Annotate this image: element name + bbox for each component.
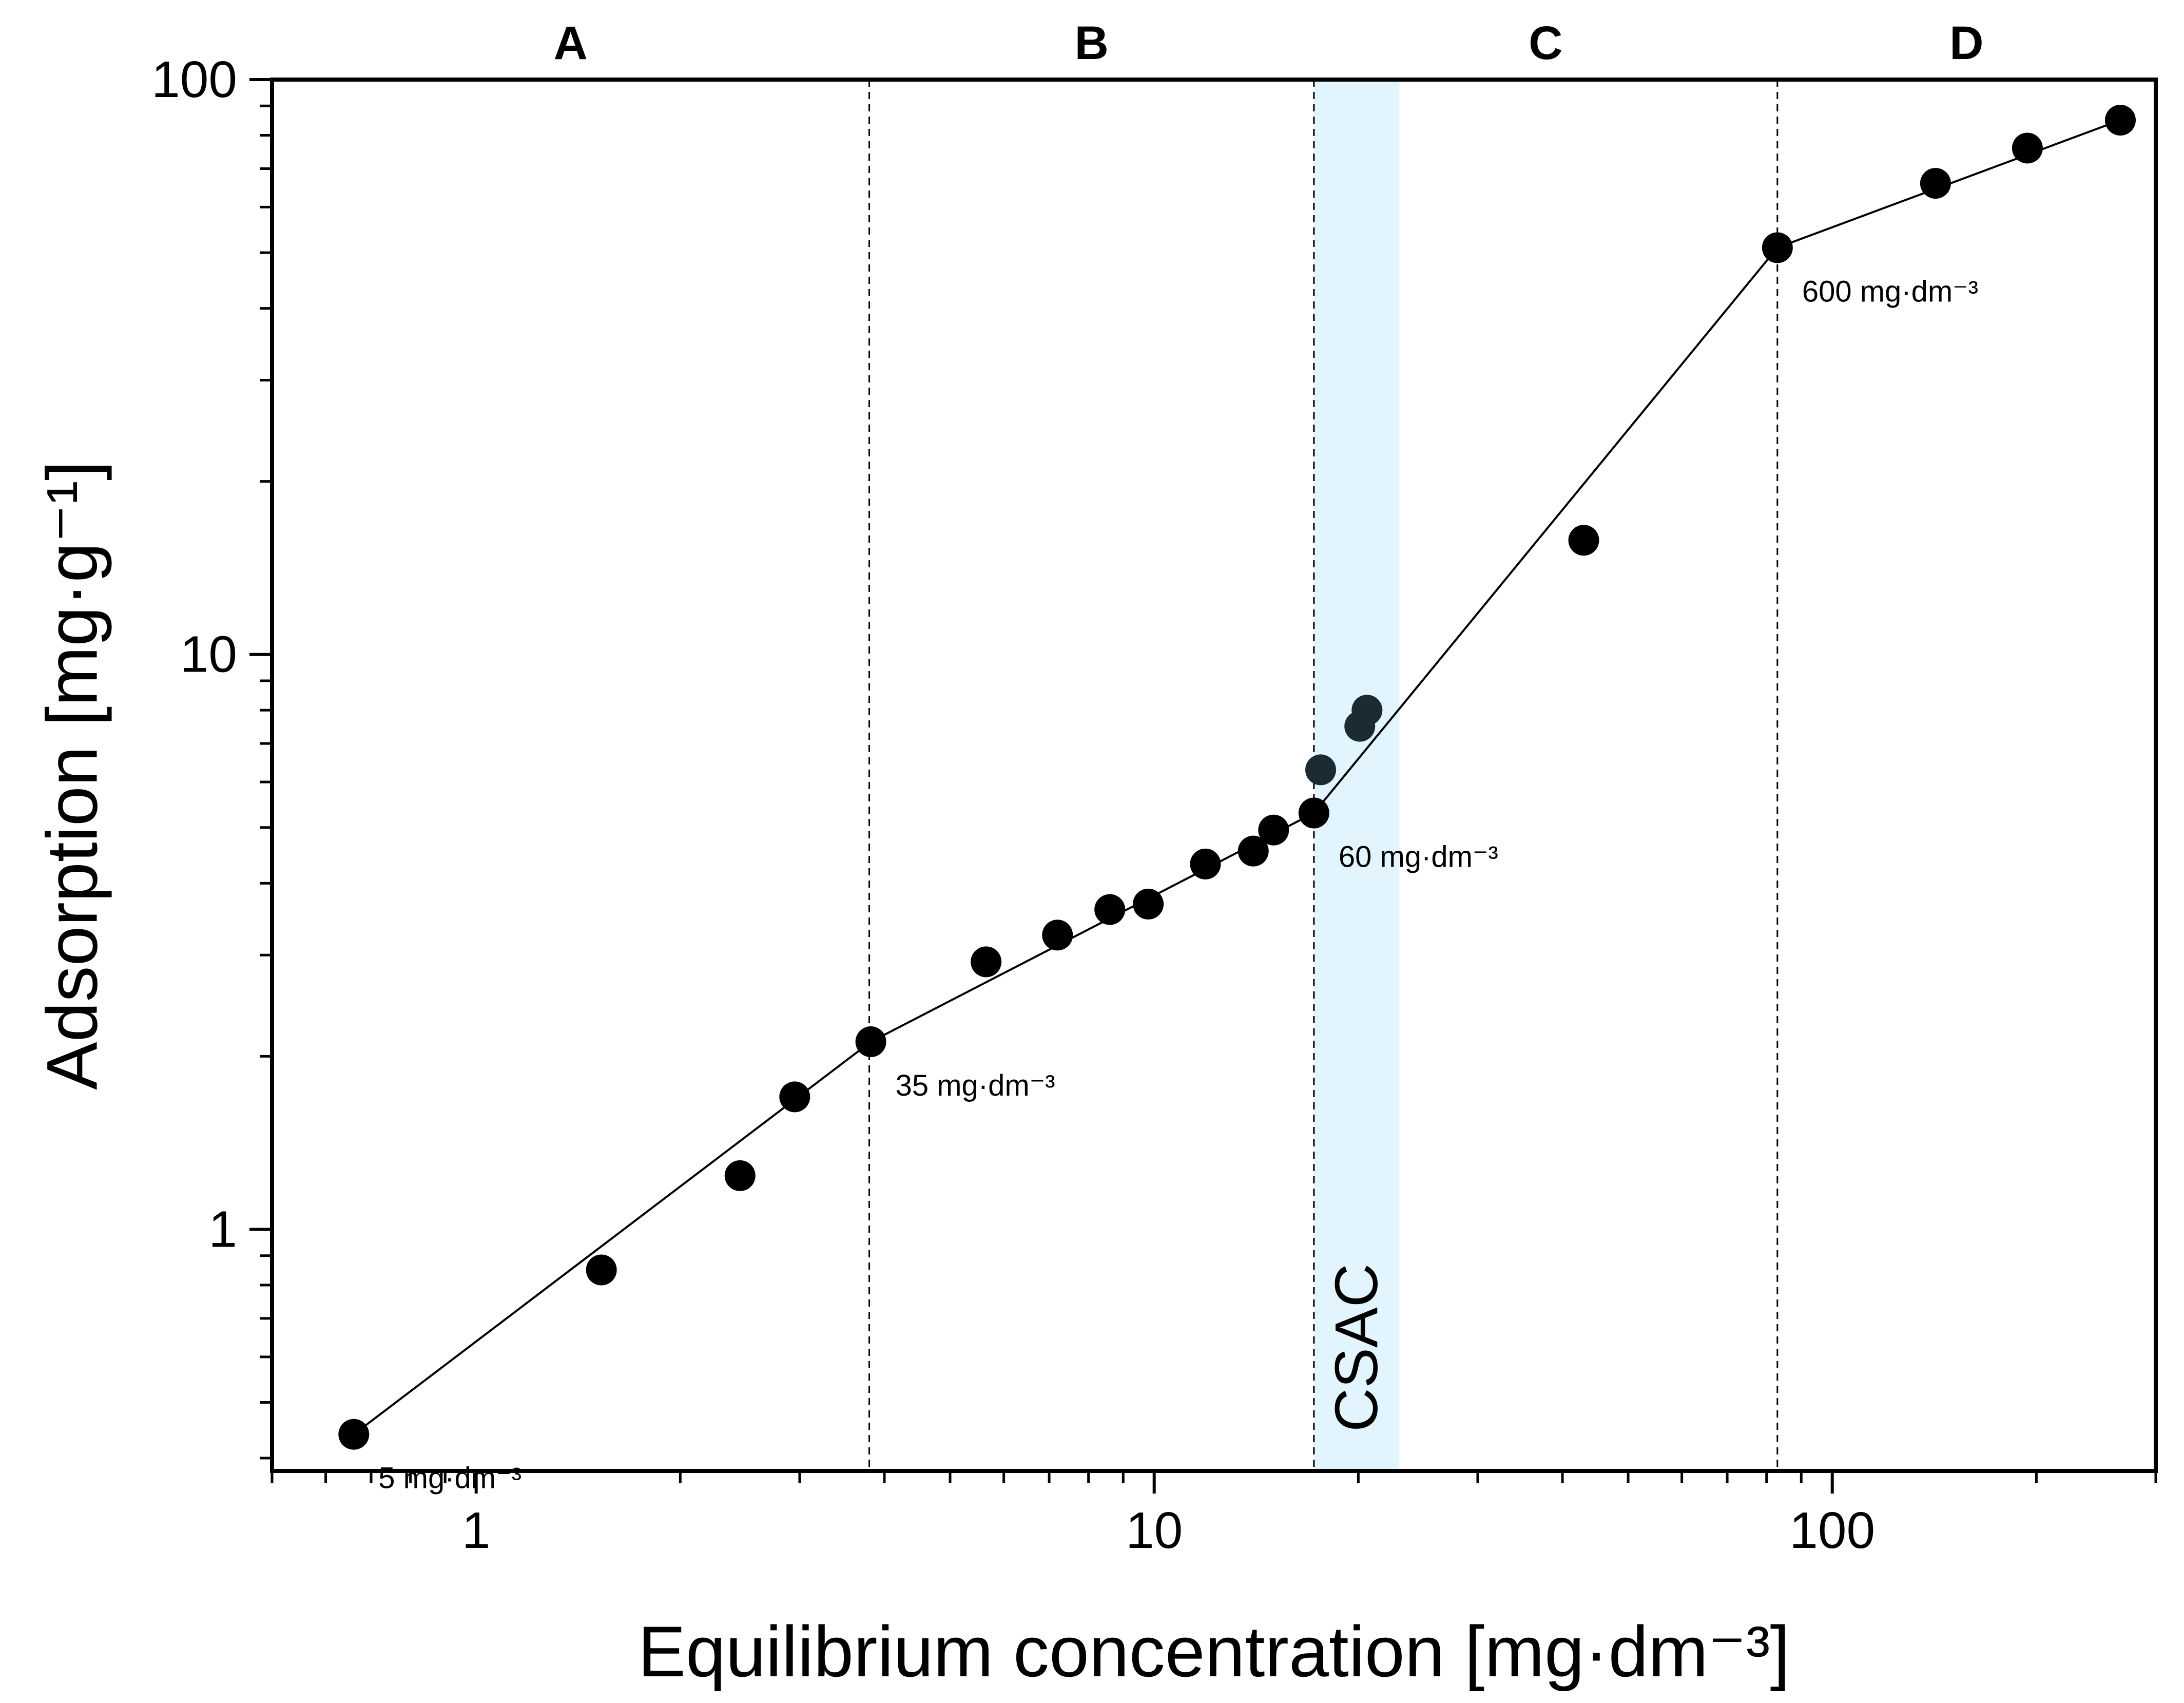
y-tick-label: 1 bbox=[208, 1200, 237, 1258]
y-tick-label: 100 bbox=[151, 51, 237, 108]
data-point bbox=[1190, 848, 1221, 879]
breakpoint-annotation: 600 mg·dm⁻³ bbox=[1802, 275, 1978, 308]
csac-label: CSAC bbox=[1323, 1264, 1390, 1432]
data-point bbox=[1762, 232, 1793, 263]
data-point bbox=[1568, 525, 1599, 556]
x-axis-title: Equilibrium concentration [mg·dm⁻³] bbox=[638, 1611, 1790, 1692]
data-point bbox=[1258, 814, 1289, 846]
data-point bbox=[724, 1160, 756, 1191]
data-point bbox=[1305, 754, 1337, 786]
point-annotations: 5 mg·dm⁻³ 35 mg·dm⁻³ 60 mg·dm⁻³ 600 mg·dm⁻³ bbox=[378, 275, 1978, 1495]
y-axis-ticks: 1 10 100 bbox=[151, 51, 272, 1460]
data-point bbox=[971, 946, 1002, 978]
region-label: D bbox=[1949, 17, 1983, 69]
region-labels: A B C D bbox=[554, 17, 1984, 69]
breakpoint-annotation: 35 mg·dm⁻³ bbox=[896, 1069, 1055, 1102]
data-point bbox=[1298, 797, 1329, 829]
data-point bbox=[338, 1419, 370, 1450]
region-label: B bbox=[1074, 17, 1108, 69]
data-point bbox=[1094, 894, 1126, 925]
data-point bbox=[586, 1254, 617, 1286]
y-axis-title: Adsorption [mg·g⁻¹] bbox=[32, 461, 112, 1089]
breakpoint-annotation: 5 mg·dm⁻³ bbox=[378, 1462, 521, 1495]
x-tick-label: 1 bbox=[462, 1502, 491, 1559]
data-point bbox=[2104, 105, 2136, 136]
data-point bbox=[1920, 168, 1951, 199]
x-axis-ticks: 1 10 100 bbox=[270, 1471, 2157, 1559]
data-point bbox=[855, 1026, 886, 1058]
y-tick-label: 10 bbox=[180, 626, 237, 683]
data-point bbox=[1238, 835, 1269, 867]
plot-frame bbox=[270, 78, 2158, 1473]
region-label: A bbox=[554, 17, 588, 69]
data-point bbox=[1042, 920, 1073, 951]
region-label: C bbox=[1529, 17, 1562, 69]
data-point bbox=[1351, 695, 1383, 726]
data-point bbox=[1133, 888, 1164, 920]
data-point bbox=[2012, 132, 2043, 164]
data-point bbox=[779, 1081, 810, 1113]
x-tick-label: 100 bbox=[1789, 1502, 1875, 1559]
data-points bbox=[338, 105, 2136, 1450]
breakpoint-annotation: 60 mg·dm⁻³ bbox=[1339, 840, 1498, 873]
x-tick-label: 10 bbox=[1126, 1502, 1183, 1559]
